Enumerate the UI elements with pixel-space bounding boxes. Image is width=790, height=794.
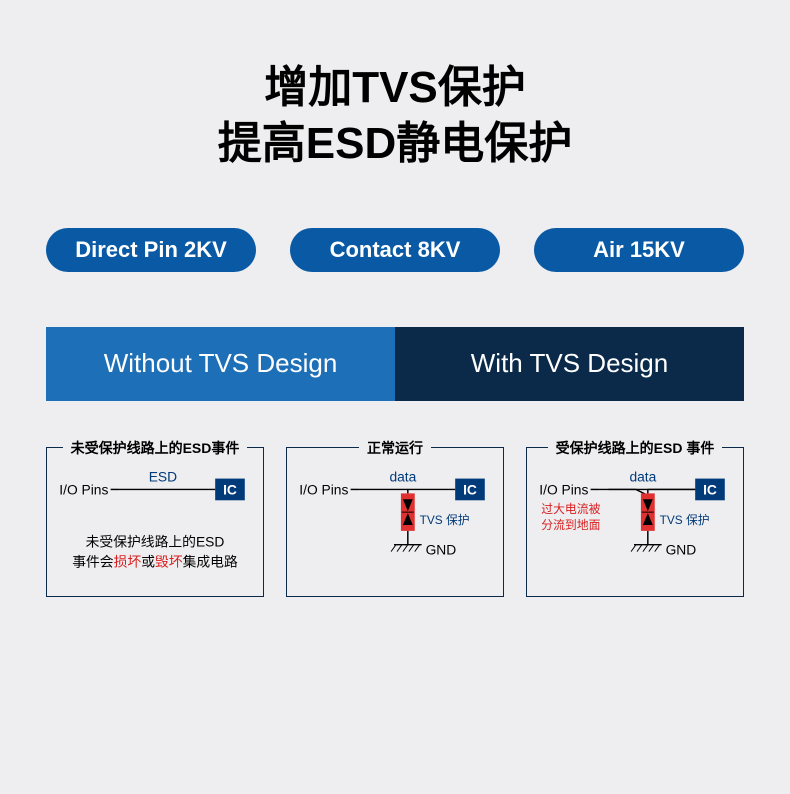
svg-text:IC: IC bbox=[223, 481, 237, 497]
diagram-unprotected: 未受保护线路上的ESD事件 I/O PinsESDIC未受保护线路上的ESD事件… bbox=[46, 447, 264, 597]
tab-without-tvs: Without TVS Design bbox=[46, 327, 395, 401]
headline-line1: 增加TVS保护 bbox=[0, 60, 790, 116]
svg-text:I/O Pins: I/O Pins bbox=[59, 481, 108, 497]
pill-label: Air 15KV bbox=[593, 237, 685, 263]
diagram-title: 未受保护线路上的ESD事件 bbox=[63, 438, 248, 458]
svg-text:GND: GND bbox=[666, 541, 697, 557]
tab-label: Without TVS Design bbox=[104, 348, 338, 379]
pill-label: Direct Pin 2KV bbox=[75, 237, 227, 263]
headline: 增加TVS保护 提高ESD静电保护 bbox=[0, 0, 790, 173]
svg-text:I/O Pins: I/O Pins bbox=[539, 481, 588, 497]
tab-with-tvs: With TVS Design bbox=[395, 327, 744, 401]
diagram-title-holder: 受保护线路上的ESD 事件 bbox=[527, 438, 743, 458]
spec-pills: Direct Pin 2KV Contact 8KV Air 15KV bbox=[0, 228, 790, 272]
svg-text:data: data bbox=[629, 468, 656, 484]
svg-text:分流到地面: 分流到地面 bbox=[541, 518, 600, 532]
svg-text:IC: IC bbox=[703, 481, 717, 497]
svg-text:未受保护线路上的ESD: 未受保护线路上的ESD bbox=[86, 533, 225, 549]
svg-text:data: data bbox=[389, 468, 416, 484]
svg-text:IC: IC bbox=[463, 481, 477, 497]
pill-air: Air 15KV bbox=[534, 228, 744, 272]
diagram-title-holder: 未受保护线路上的ESD事件 bbox=[47, 438, 263, 458]
diagram-normal: 正常运行 I/O PinsdataICTVS 保护GND bbox=[286, 447, 504, 597]
diagram-svg: I/O Pins ESD IC 未受保护线路上的ESD 事件会损坏或毁坏集成电路 bbox=[47, 448, 263, 596]
pill-label: Contact 8KV bbox=[330, 237, 461, 263]
svg-text:I/O Pins: I/O Pins bbox=[299, 481, 348, 497]
diagram-title-holder: 正常运行 bbox=[287, 438, 503, 458]
pill-direct-pin: Direct Pin 2KV bbox=[46, 228, 256, 272]
pill-contact: Contact 8KV bbox=[290, 228, 500, 272]
svg-text:ESD: ESD bbox=[149, 468, 177, 484]
tab-label: With TVS Design bbox=[471, 348, 668, 379]
diagram-row: 未受保护线路上的ESD事件 I/O PinsESDIC未受保护线路上的ESD事件… bbox=[0, 447, 790, 597]
diagram-svg: I/O Pins data IC TVS 保护 GND 过大电流被分流到地面 bbox=[527, 448, 743, 596]
diagram-svg: I/O Pins data IC TVS 保护 GND bbox=[287, 448, 503, 596]
svg-text:事件会损坏或毁坏集成电路: 事件会损坏或毁坏集成电路 bbox=[72, 553, 238, 569]
svg-text:TVS 保护: TVS 保护 bbox=[660, 513, 710, 527]
diagram-title: 正常运行 bbox=[359, 438, 431, 458]
comparison-tabs: Without TVS Design With TVS Design bbox=[46, 327, 744, 401]
svg-text:GND: GND bbox=[426, 541, 457, 557]
headline-line2: 提高ESD静电保护 bbox=[0, 116, 790, 172]
svg-text:过大电流被: 过大电流被 bbox=[541, 502, 600, 516]
diagram-protected: 受保护线路上的ESD 事件 I/O PinsdataICTVS 保护GND过大电… bbox=[526, 447, 744, 597]
svg-text:TVS 保护: TVS 保护 bbox=[420, 513, 470, 527]
diagram-title: 受保护线路上的ESD 事件 bbox=[548, 438, 723, 458]
